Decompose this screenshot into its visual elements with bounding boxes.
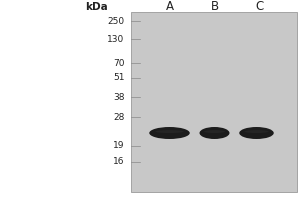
Text: kDa: kDa — [85, 2, 107, 12]
Ellipse shape — [244, 130, 268, 133]
Ellipse shape — [155, 130, 184, 133]
Ellipse shape — [204, 130, 225, 133]
Ellipse shape — [149, 127, 190, 139]
Ellipse shape — [200, 127, 230, 139]
Text: 38: 38 — [113, 92, 124, 102]
Text: C: C — [255, 0, 264, 14]
Text: A: A — [166, 0, 173, 14]
Text: 250: 250 — [107, 17, 124, 25]
Text: 19: 19 — [113, 142, 124, 150]
Text: 28: 28 — [113, 112, 124, 121]
Text: 130: 130 — [107, 34, 124, 44]
Text: 16: 16 — [113, 158, 124, 166]
Text: B: B — [210, 0, 219, 14]
FancyBboxPatch shape — [130, 12, 297, 192]
Ellipse shape — [239, 127, 274, 139]
Text: 51: 51 — [113, 73, 124, 82]
Text: 70: 70 — [113, 58, 124, 68]
